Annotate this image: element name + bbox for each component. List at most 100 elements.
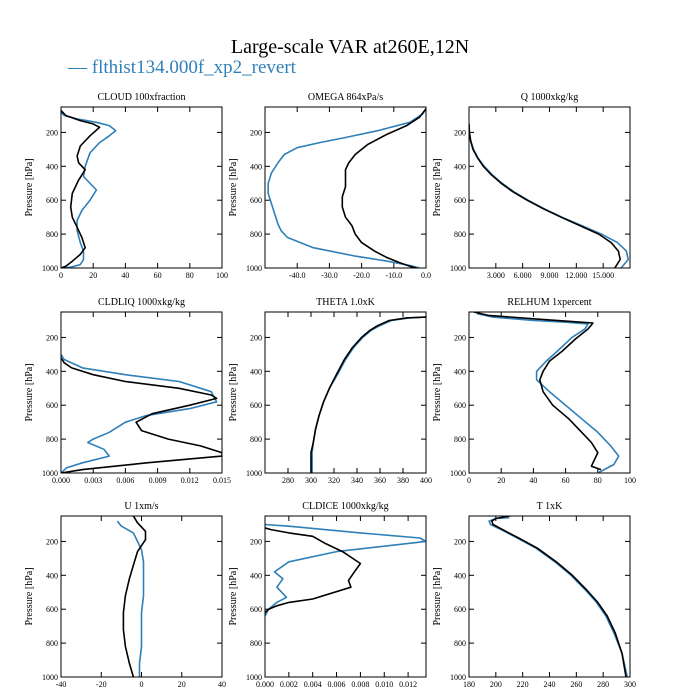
x-tick-label: 0 bbox=[467, 476, 471, 485]
x-tick-label: 15.000 bbox=[592, 271, 614, 280]
x-tick-label: 340 bbox=[351, 476, 363, 485]
series-line-blue bbox=[61, 111, 117, 268]
y-tick-label: 800 bbox=[46, 435, 58, 444]
x-tick-label: 0.012 bbox=[399, 680, 417, 689]
panel-title: CLDICE 1000xkg/kg bbox=[302, 501, 388, 512]
y-tick-label: 800 bbox=[454, 435, 466, 444]
x-tick-label: 12.000 bbox=[565, 271, 587, 280]
y-tick-label: 200 bbox=[454, 333, 466, 342]
y-tick-label: 600 bbox=[46, 401, 58, 410]
y-tick-label: 600 bbox=[250, 401, 262, 410]
x-tick-label: 0.009 bbox=[149, 476, 167, 485]
y-tick-label: 1000 bbox=[450, 264, 466, 273]
x-tick-label: 280 bbox=[597, 680, 609, 689]
x-tick-label: 0.015 bbox=[213, 476, 231, 485]
y-tick-label: 200 bbox=[250, 333, 262, 342]
y-tick-label: 400 bbox=[454, 571, 466, 580]
x-tick-label: 60 bbox=[154, 271, 162, 280]
y-tick-label: 400 bbox=[46, 162, 58, 171]
y-tick-label: 200 bbox=[46, 537, 58, 546]
plot-frame bbox=[468, 515, 631, 678]
series-line-black bbox=[310, 316, 426, 473]
plot-frame bbox=[60, 515, 223, 678]
x-tick-label: 20 bbox=[89, 271, 97, 280]
x-tick-label: -20.0 bbox=[353, 271, 370, 280]
series-line-blue bbox=[488, 516, 629, 677]
x-tick-label: -40 bbox=[56, 680, 67, 689]
y-tick-label: 1000 bbox=[246, 673, 262, 682]
chart-panel-3: Q 1000xkg/kg Pressure [hPa] 200 400 600 800 10… bbox=[432, 92, 631, 280]
series-line-blue bbox=[311, 316, 426, 473]
series-line-blue bbox=[469, 123, 630, 268]
y-axis-label: Pressure [hPa] bbox=[24, 363, 35, 421]
y-tick-label: 400 bbox=[46, 367, 58, 376]
y-tick-label: 400 bbox=[454, 162, 466, 171]
x-tick-label: 0.006 bbox=[116, 476, 134, 485]
x-tick-label: 220 bbox=[517, 680, 529, 689]
y-tick-label: 600 bbox=[454, 605, 466, 614]
x-tick-label: -40.0 bbox=[289, 271, 306, 280]
x-tick-label: 180 bbox=[463, 680, 475, 689]
x-tick-label: 80 bbox=[594, 476, 602, 485]
plot-frame bbox=[264, 106, 427, 269]
legend-entry: — flthist134.000f_xp2_revert bbox=[68, 57, 296, 78]
y-tick-label: 600 bbox=[46, 196, 58, 205]
x-tick-label: -20 bbox=[96, 680, 107, 689]
panel-title: CLOUD 100xfraction bbox=[97, 92, 185, 103]
series-line-black bbox=[122, 516, 147, 677]
y-axis-label: Pressure [hPa] bbox=[24, 567, 35, 625]
x-tick-label: 240 bbox=[544, 680, 556, 689]
panel-title: Q 1000xkg/kg bbox=[521, 92, 579, 103]
panel-title: T 1xK bbox=[537, 501, 563, 512]
x-tick-label: 0.008 bbox=[351, 680, 369, 689]
y-tick-label: 1000 bbox=[450, 469, 466, 478]
y-axis-label: Pressure [hPa] bbox=[432, 363, 443, 421]
panel-title: OMEGA 864xPa/s bbox=[308, 92, 383, 103]
series-line-blue bbox=[265, 523, 426, 617]
y-tick-label: 600 bbox=[46, 605, 58, 614]
x-tick-label: 80 bbox=[186, 271, 194, 280]
series-line-blue bbox=[61, 353, 218, 473]
x-tick-label: 0.006 bbox=[328, 680, 346, 689]
plot-frame bbox=[60, 311, 223, 474]
plot-frame bbox=[60, 106, 223, 269]
x-tick-label: 320 bbox=[328, 476, 340, 485]
y-tick-label: 800 bbox=[46, 230, 58, 239]
x-tick-label: 0.012 bbox=[181, 476, 199, 485]
y-tick-label: 600 bbox=[250, 605, 262, 614]
y-tick-label: 200 bbox=[250, 537, 262, 546]
x-tick-label: 360 bbox=[374, 476, 386, 485]
y-tick-label: 400 bbox=[46, 571, 58, 580]
plot-frame bbox=[264, 311, 427, 474]
y-axis-label: Pressure [hPa] bbox=[432, 158, 443, 216]
series-line-black bbox=[341, 108, 426, 268]
x-tick-label: 40 bbox=[529, 476, 537, 485]
y-tick-label: 600 bbox=[454, 196, 466, 205]
y-tick-label: 400 bbox=[454, 367, 466, 376]
x-tick-label: 60 bbox=[562, 476, 570, 485]
x-tick-label: 260 bbox=[570, 680, 582, 689]
series-line-black bbox=[469, 123, 622, 268]
x-tick-label: 0 bbox=[140, 680, 144, 689]
y-tick-label: 400 bbox=[250, 162, 262, 171]
y-tick-label: 1000 bbox=[246, 264, 262, 273]
y-tick-label: 800 bbox=[454, 639, 466, 648]
series-line-blue bbox=[267, 108, 426, 268]
y-tick-label: 200 bbox=[46, 333, 58, 342]
y-axis-label: Pressure [hPa] bbox=[24, 158, 35, 216]
x-tick-label: 280 bbox=[282, 476, 294, 485]
y-tick-label: 600 bbox=[454, 401, 466, 410]
series-line-black bbox=[473, 312, 602, 471]
x-tick-label: 6.000 bbox=[514, 271, 532, 280]
panel-title: U 1xm/s bbox=[124, 501, 158, 512]
x-tick-label: 0.000 bbox=[256, 680, 274, 689]
x-tick-label: 0.010 bbox=[375, 680, 393, 689]
y-tick-label: 200 bbox=[454, 537, 466, 546]
chart-panel-2: OMEGA 864xPa/s Pressure [hPa] 200 400 600 800… bbox=[228, 92, 431, 280]
x-tick-label: 3.000 bbox=[487, 271, 505, 280]
